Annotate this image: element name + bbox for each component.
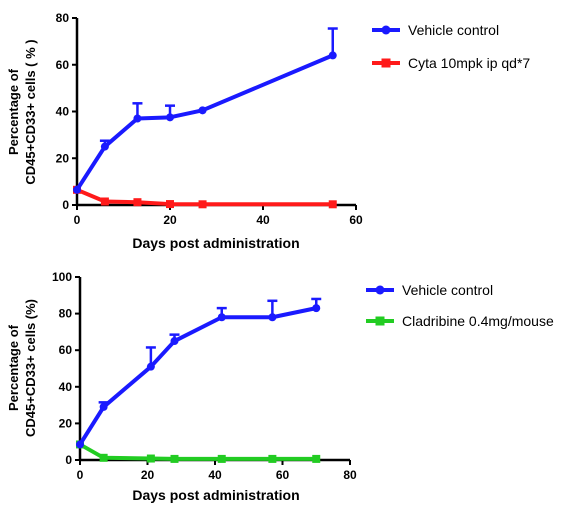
chart-2-y-axis-label-line-1: Percentage of <box>6 324 21 411</box>
chart-1-x-tick-label: 20 <box>163 213 177 227</box>
chart-1-x-axis-label: Days post administration <box>132 235 299 251</box>
chart-2-x-axis-label: Days post administration <box>132 487 299 503</box>
chart-1-x-tick-label: 40 <box>256 213 270 227</box>
chart-1-y-axis-label-line-1: Percentage of <box>6 68 21 155</box>
chart-1-y-tick-label: 40 <box>56 105 70 119</box>
chart-1-series-1-line <box>76 187 333 207</box>
chart-2-series-1-line <box>79 442 317 461</box>
chart-2-series-1-point <box>146 454 155 463</box>
chart-1-series-1-point <box>328 200 337 209</box>
chart-1-y-tick-label: 60 <box>56 58 70 72</box>
chart-1-series-1-point <box>166 200 174 209</box>
chart-1-series-0-point <box>133 114 142 123</box>
chart-1-legend-swatch-marker-vehicle <box>381 25 391 35</box>
chart-2-legend-swatch-marker-cladribine <box>375 316 385 326</box>
chart-2-series-0-point <box>268 313 277 322</box>
chart-2-series-1-point <box>99 453 108 462</box>
chart-1-plot-area <box>75 18 356 207</box>
chart-2-series-0-point <box>217 313 226 322</box>
chart-1: 0 20 40 60 0 20 40 60 80 Days post administratio… <box>6 11 530 251</box>
chart-1-x-tick-label: 60 <box>349 213 363 227</box>
chart-2-series-0 <box>76 297 322 449</box>
chart-2-x-tick-label: 40 <box>208 468 222 482</box>
chart-2-series-0-point <box>146 362 155 371</box>
chart-2-series-0-point <box>170 337 179 346</box>
chart-1-series-1-point <box>198 200 207 209</box>
chart-1-y-tick-label: 20 <box>56 151 70 165</box>
chart-1-legend-item-cyta: Cyta 10mpk ip qd*7 <box>372 55 530 71</box>
chart-2-series-0-point <box>76 440 84 449</box>
chart-2-x-tick-label: 20 <box>141 468 155 482</box>
chart-2-series-0-point <box>99 402 108 411</box>
chart-1-series-0-point <box>73 185 81 194</box>
chart-1-legend: Vehicle control Cyta 10mpk ip qd*7 <box>372 22 530 71</box>
chart-1-series-0-point <box>166 113 174 122</box>
chart-2-y-axis-label: Percentage of CD45+CD33+ cells (%) <box>6 299 38 437</box>
chart-2-series-1-point <box>268 454 277 463</box>
chart-1-series-0-line <box>75 53 334 191</box>
chart-1-series-1-point <box>100 197 109 206</box>
chart-2-legend-label-cladribine: Cladribine 0.4mg/mouse <box>402 313 554 329</box>
chart-1-series-0-point <box>328 51 337 60</box>
chart-2-y-tick-label: 40 <box>59 380 73 394</box>
chart-2-series-0-line <box>78 306 317 446</box>
chart-2-ticks: 0 20 40 60 80 0 20 40 60 80 100 <box>52 270 357 482</box>
chart-2-series-1-point <box>312 454 321 463</box>
chart-2-y-tick-label: 100 <box>52 270 72 284</box>
chart-1-y-tick-label: 0 <box>62 198 69 212</box>
chart-2-y-tick-label: 80 <box>59 307 73 321</box>
chart-1-y-tick-label: 80 <box>56 11 70 25</box>
chart-2-legend-item-cladribine: Cladribine 0.4mg/mouse <box>366 313 554 329</box>
chart-2-series <box>76 297 322 463</box>
chart-1-ticks: 0 20 40 60 0 20 40 60 80 <box>56 11 363 227</box>
chart-2-series-1 <box>76 440 321 463</box>
chart-1-series-0-point <box>100 142 109 151</box>
chart-2-plot-area <box>78 277 350 462</box>
chart-2-series-1-point <box>170 454 179 463</box>
chart-1-y-axis-label: Percentage of CD45+CD33+ cells ( % ) <box>6 39 38 184</box>
chart-1-legend-label-vehicle: Vehicle control <box>408 22 499 38</box>
chart-2-x-tick-label: 60 <box>276 468 290 482</box>
chart-2-series-0-point <box>312 304 321 313</box>
chart-2-legend: Vehicle control Cladribine 0.4mg/mouse <box>366 282 554 329</box>
chart-1-x-tick-label: 0 <box>74 213 81 227</box>
chart-2-y-axis-label-line-2: CD45+CD33+ cells (%) <box>23 299 38 437</box>
chart-2-y-tick-label: 0 <box>65 453 72 467</box>
chart-1-legend-swatch-marker-cyta <box>381 58 391 68</box>
chart-1-series <box>73 27 338 209</box>
chart-2-legend-label-vehicle: Vehicle control <box>402 282 493 298</box>
chart-1-y-axis-label-line-2: CD45+CD33+ cells ( % ) <box>23 39 38 184</box>
chart-1-series-0-point <box>198 106 207 115</box>
chart-2-series-1-point <box>217 454 226 463</box>
chart-2-legend-swatch-marker-vehicle <box>375 285 385 295</box>
chart-2-legend-item-vehicle: Vehicle control <box>366 282 493 298</box>
chart-2: 0 20 40 60 80 0 20 40 60 80 100 Days post administ… <box>6 270 554 503</box>
chart-2-y-tick-label: 20 <box>59 416 73 430</box>
chart-2-x-tick-label: 80 <box>343 468 357 482</box>
chart-1-series-1-point <box>133 198 142 207</box>
chart-2-x-tick-label: 0 <box>77 468 84 482</box>
chart-2-y-tick-label: 60 <box>59 343 73 357</box>
chart-1-legend-item-vehicle: Vehicle control <box>372 22 499 38</box>
chart-1-series-0 <box>73 27 338 194</box>
chart-1-legend-label-cyta: Cyta 10mpk ip qd*7 <box>408 55 530 71</box>
